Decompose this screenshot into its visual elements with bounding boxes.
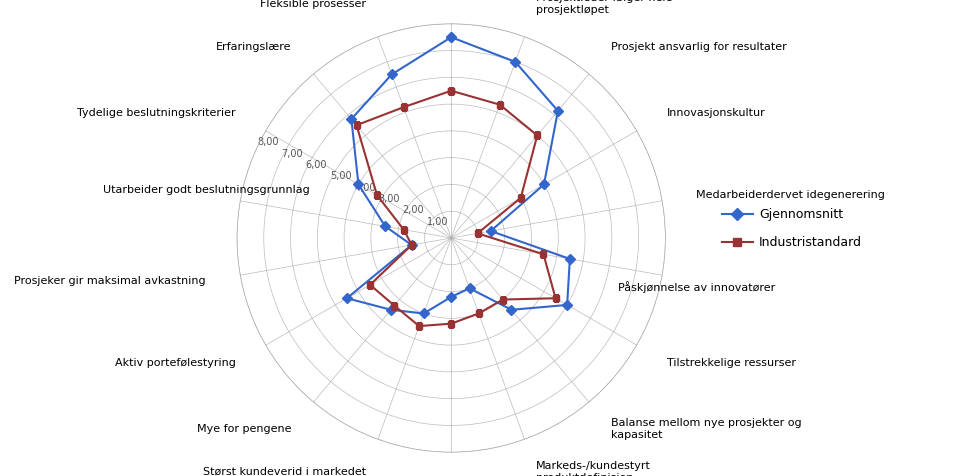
- Text: Påskjønnelse av innovatører: Påskjønnelse av innovatører: [618, 281, 775, 293]
- Text: Fleksible prosesser: Fleksible prosesser: [260, 0, 366, 9]
- Text: Aktiv portefølestyring: Aktiv portefølestyring: [114, 357, 235, 367]
- Text: Prosjekt ansvarlig for resultater: Prosjekt ansvarlig for resultater: [612, 42, 787, 52]
- Text: Tydelige beslutningskriterier: Tydelige beslutningskriterier: [77, 109, 235, 119]
- Text: Utarbeider godt beslutningsgrunnlag: Utarbeider godt beslutningsgrunnlag: [103, 185, 309, 195]
- Text: Prosjektleder følger hele
prosjektløpet: Prosjektleder følger hele prosjektløpet: [537, 0, 673, 15]
- Text: Tilstrekkelige ressurser: Tilstrekkelige ressurser: [667, 357, 796, 367]
- Text: Størst kundeverid i markedet: Størst kundeverid i markedet: [203, 467, 366, 476]
- Text: Innovasjonskultur: Innovasjonskultur: [667, 109, 765, 119]
- Text: Prosjeker gir maksimal avkastning: Prosjeker gir maksimal avkastning: [14, 276, 206, 286]
- Text: Balanse mellom nye prosjekter og
kapasitet: Balanse mellom nye prosjekter og kapasit…: [612, 418, 802, 439]
- Text: Medarbeiderdervet idegenerering: Medarbeiderdervet idegenerering: [696, 190, 885, 200]
- Text: Markeds-/kundestyrt
produktdefinisjon: Markeds-/kundestyrt produktdefinisjon: [537, 461, 651, 476]
- Text: Erfaringslære: Erfaringslære: [216, 42, 291, 52]
- Text: Mye for pengene: Mye for pengene: [197, 424, 291, 434]
- Legend: Gjennomsnitt, Industristandard: Gjennomsnitt, Industristandard: [717, 203, 867, 254]
